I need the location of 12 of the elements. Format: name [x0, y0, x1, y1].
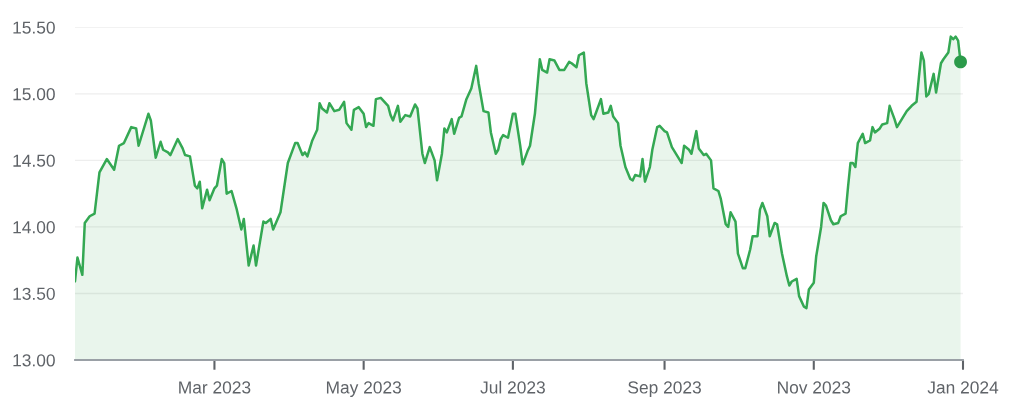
x-tick-label: Jan 2024 — [927, 381, 999, 394]
y-tick-label: 14.50 — [13, 154, 55, 167]
y-tick-label: 15.00 — [13, 88, 55, 101]
y-tick-label: 15.50 — [13, 21, 55, 34]
x-tick-label: Nov 2023 — [778, 381, 851, 394]
y-tick-label: 14.00 — [13, 221, 55, 234]
x-tick-label: May 2023 — [326, 381, 402, 398]
y-tick-label: 13.00 — [13, 354, 55, 367]
x-tick-label: Jul 2023 — [480, 380, 545, 394]
x-tick-label: Sep 2023 — [628, 381, 701, 398]
x-tick-label: Mar 2023 — [179, 381, 251, 394]
y-tick-label: 13.50 — [13, 287, 55, 300]
